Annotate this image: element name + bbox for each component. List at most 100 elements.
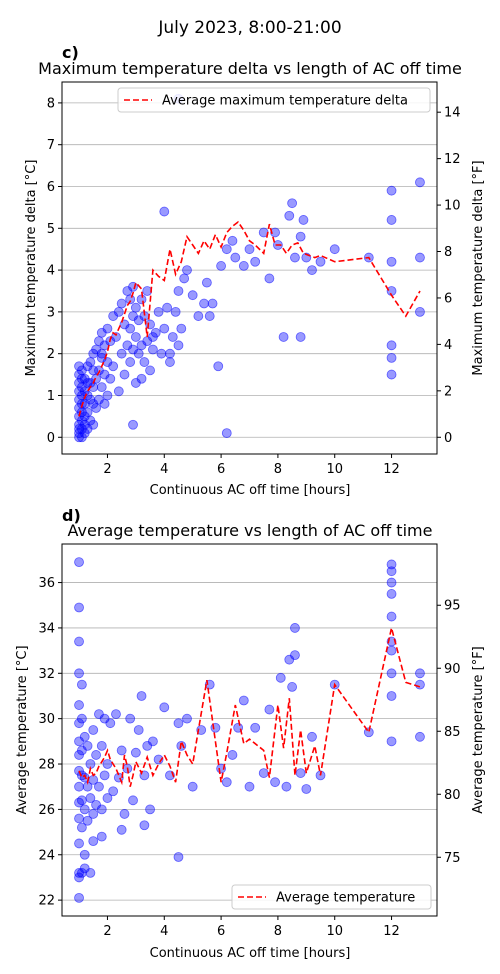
- scatter-point-c-133: [386, 256, 397, 267]
- scatter-point-d-51: [128, 795, 138, 806]
- scatter-point-c-93: [162, 302, 173, 313]
- scatter-point-d-14: [76, 822, 87, 833]
- scatter-point-d-108: [139, 820, 150, 831]
- panel-title-d: Average temperature vs length of AC off …: [68, 521, 433, 540]
- scatter-point-c-77: [133, 348, 144, 359]
- scatter-point-d-78: [270, 777, 280, 788]
- y-ticks-right-d: 75 80 85 90 95: [437, 599, 461, 866]
- figure-suptitle: July 2023, 8:00-21:00: [157, 18, 341, 38]
- scatter-point-d-19: [76, 679, 87, 690]
- scatter-point-c-107: [207, 298, 218, 309]
- scatter-point-d-107: [116, 824, 127, 835]
- scatter-point-c-105: [201, 277, 212, 288]
- scatter-point-d-50: [125, 713, 136, 724]
- y-right-tick-label-d-3: 90: [444, 662, 461, 677]
- scatter-point-d-39: [99, 770, 110, 781]
- scatter-point-c-123: [290, 252, 300, 263]
- y-right-tick-label-c-5: 10: [444, 199, 461, 214]
- scatter-point-d-76: [258, 768, 269, 778]
- scatter-point-d-30: [88, 809, 99, 819]
- y-tick-label-c-2: 2: [47, 347, 55, 362]
- scatter-point-c-100: [179, 273, 190, 284]
- x-tick-label-c-1: 4: [160, 462, 168, 477]
- scatter-point-c-132: [386, 340, 397, 351]
- scatter-point-d-73: [238, 695, 249, 706]
- scatter-point-d-32: [88, 725, 99, 735]
- scatter-point-c-85: [145, 365, 155, 376]
- scatter-point-c-124: [295, 231, 306, 242]
- scatter-point-c-46: [96, 382, 107, 393]
- scatter-point-c-101: [182, 265, 192, 275]
- scatter-point-c-57: [108, 361, 119, 372]
- scatter-point-c-128: [315, 256, 326, 267]
- scatter-point-c-134: [386, 215, 397, 225]
- scatter-point-c-147: [136, 373, 147, 384]
- y-right-tick-label-d-4: 95: [444, 599, 461, 614]
- panel-label-d: d): [62, 506, 81, 525]
- scatter-point-d-53: [133, 725, 144, 735]
- y-ticks-c: 0 1 2 3 4 5 6 7 8: [47, 96, 62, 446]
- scatter-point-d-89: [386, 736, 397, 747]
- scatter-point-c-81: [139, 357, 150, 367]
- scatter-point-c-80: [136, 294, 147, 305]
- scatter-point-d-65: [187, 781, 198, 792]
- scatter-point-d-10: [74, 700, 84, 710]
- y-axis-label-c: Maximum temperature delta [°C]: [24, 160, 39, 377]
- x-ticks-c: 2 4 6 8 10 12: [103, 454, 400, 477]
- scatter-point-c-55: [105, 373, 116, 384]
- scatter-point-c-92: [159, 206, 170, 217]
- scatter-point-c-99: [176, 323, 187, 334]
- axes-frame-d: [61, 543, 438, 917]
- scatter-point-d-20: [79, 849, 90, 860]
- scatter-point-c-125: [298, 215, 309, 225]
- y-tick-label-c-5: 5: [47, 222, 55, 237]
- scatter-point-d-81: [287, 682, 298, 692]
- scatter-point-c-75: [130, 332, 141, 342]
- scatter-points-d: [74, 557, 425, 903]
- scatter-point-d-21: [79, 804, 90, 815]
- scatter-point-c-35: [88, 419, 99, 430]
- scatter-point-c-68: [125, 357, 136, 367]
- scatter-point-c-64: [119, 369, 130, 380]
- y-tick-label-d-6: 34: [38, 621, 55, 636]
- scatter-point-c-69: [125, 323, 136, 334]
- scatter-point-c-103: [193, 311, 204, 321]
- scatter-point-c-40: [91, 403, 101, 413]
- scatter-point-d-34: [91, 750, 101, 760]
- x-tick-label-c-2: 6: [217, 462, 225, 477]
- scatter-point-c-112: [230, 252, 241, 263]
- scatter-point-c-34: [85, 357, 96, 367]
- x-axis-label-d: Continuous AC off time [hours]: [150, 946, 351, 961]
- scatter-point-c-60: [113, 386, 124, 397]
- scatter-point-d-18: [76, 713, 87, 724]
- scatter-point-c-89: [153, 306, 164, 317]
- y-tick-label-d-7: 36: [38, 576, 55, 591]
- y-tick-label-d-4: 30: [38, 712, 55, 727]
- y-right-tick-label-d-0: 75: [444, 851, 461, 866]
- scatter-point-d-38: [96, 740, 107, 751]
- scatter-point-c-86: [145, 319, 155, 330]
- scatter-point-c-111: [227, 235, 238, 246]
- y-ticks-d: 22 24 26 28 30 32 34 36: [38, 576, 62, 909]
- legend-text-d: Average temperature: [276, 891, 415, 906]
- panel-label-c: c): [62, 43, 79, 62]
- scatter-point-d-101: [74, 557, 84, 568]
- axes-frame-c: [61, 81, 438, 455]
- scatter-point-d-57: [145, 804, 155, 815]
- x-ticks-d: 2 4 6 8 10 12: [103, 916, 400, 939]
- legend-d: Average temperature: [231, 884, 432, 910]
- scatter-point-d-77: [264, 704, 275, 715]
- panel-c: c) Maximum temperature delta vs length o…: [24, 43, 486, 498]
- grid-d: [62, 582, 437, 901]
- y-axis-label-right-c: Maximum temperature delta [°F]: [471, 160, 486, 375]
- average-line-c: [78, 220, 421, 417]
- scatter-point-d-70: [221, 777, 232, 788]
- legend-text-c: Average maximum temperature delta: [162, 94, 408, 109]
- scatter-point-d-15: [76, 795, 87, 806]
- x-tick-label-c-5: 12: [383, 462, 400, 477]
- scatter-point-d-105: [88, 836, 99, 847]
- scatter-point-c-114: [244, 244, 255, 255]
- scatter-point-c-127: [307, 265, 317, 275]
- scatter-point-d-37: [96, 804, 107, 815]
- scatter-point-d-93: [386, 611, 397, 622]
